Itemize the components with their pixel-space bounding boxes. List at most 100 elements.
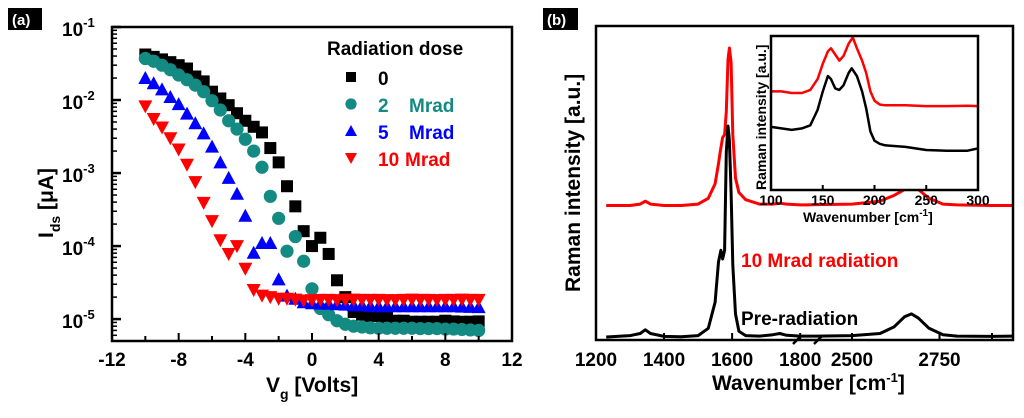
panel-a-y-tick-labels: 10-1 10-2 10-3 10-4 10-5	[62, 15, 95, 333]
data-point	[196, 126, 211, 140]
y-tick-label: 10-1	[62, 15, 95, 41]
x-tick-label: 1800	[779, 350, 821, 371]
panel-a-tag-bg	[8, 8, 42, 30]
legend-entry: 5 Mrad	[378, 123, 454, 144]
data-point	[213, 103, 227, 117]
x-title-sub: g	[280, 386, 289, 402]
legend-entry: 2 Mrad	[378, 96, 454, 117]
data-point	[221, 170, 236, 184]
data-point	[247, 144, 261, 158]
inset-spectra	[770, 36, 979, 152]
data-point	[155, 121, 169, 135]
data-point	[163, 90, 178, 104]
data-point	[272, 211, 286, 225]
inset-x-title-sup: -1	[919, 208, 928, 219]
x-tick-label: 2500	[831, 350, 873, 371]
inset-x-tick-label: 250	[915, 192, 939, 208]
legend-entry: 0	[378, 69, 389, 90]
data-point	[181, 62, 193, 75]
data-point	[263, 236, 278, 250]
legend-marker-triangle-up	[345, 125, 357, 136]
panel-b-inset: 100 150 200 250 300 Wavenumber [cm-1] Raman …	[753, 34, 990, 225]
data-point	[331, 274, 343, 287]
data-point	[305, 282, 319, 296]
x-tick-label: -12	[98, 350, 125, 371]
data-point	[264, 142, 277, 155]
data-point	[322, 247, 335, 260]
x-tick-label: 1600	[711, 350, 753, 371]
data-point	[205, 139, 219, 153]
axis-break-marks	[792, 335, 823, 345]
inset-x-tick-labels: 100 150 200 250 300	[759, 192, 990, 208]
x-tick-label: 12	[501, 350, 522, 371]
panel-a-y-axis-title: Ids [μA]	[35, 168, 63, 238]
x-tick-label: 1200	[575, 350, 617, 371]
data-point	[288, 229, 302, 244]
inset-x-tick-label: 150	[811, 192, 835, 208]
x-tick-label: -8	[170, 350, 187, 371]
data-point	[230, 186, 244, 200]
y-tick-label: 10-3	[62, 161, 95, 187]
panel-b-raman: (b) 1200 1400 1600 1800 2500 2750 Wavenumber …	[543, 8, 1015, 395]
break-mark	[813, 335, 823, 345]
panel-b-x-axis-title: Wavenumber [cm-1]	[712, 370, 905, 395]
annotation-10-mrad: 10 Mrad radiation	[741, 251, 898, 272]
legend-entry: 10 Mrad	[378, 150, 450, 171]
panel-a-x-axis-title: Vg [Volts]	[266, 374, 358, 402]
data-point	[247, 120, 260, 133]
data-point	[163, 132, 178, 146]
data-point	[196, 196, 211, 210]
data-point	[281, 180, 293, 193]
panel-b-tag-bg	[543, 8, 578, 30]
legend-title: Radiation dose	[327, 39, 463, 60]
data-point	[280, 244, 294, 258]
data-point	[146, 76, 161, 90]
y-tick-label: 10-2	[62, 88, 95, 114]
panel-a-ids-vs-vg: (a) -12 -8 -4 0 4 8 12 10-1 10-2 10-3 10-4 10-5 Vg…	[8, 8, 523, 402]
data-point	[188, 176, 203, 190]
data-point	[221, 247, 236, 261]
data-point	[188, 116, 203, 130]
legend-marker-circle	[345, 98, 357, 110]
legend-marker-triangle-down	[345, 153, 357, 164]
x-tick-label: 1400	[643, 350, 685, 371]
panel-a-tag: (a)	[12, 12, 30, 29]
data-point	[138, 100, 153, 114]
series-10-mrad	[138, 100, 486, 308]
data-point	[271, 272, 286, 286]
inset-x-tick-label: 200	[863, 192, 887, 208]
b-x-title-sup: -1	[886, 370, 898, 385]
x-tick-label: 4	[373, 350, 384, 371]
data-point	[297, 254, 311, 268]
data-point	[256, 126, 268, 139]
data-point	[472, 323, 486, 338]
data-point	[180, 106, 194, 120]
data-point	[289, 200, 302, 213]
data-point	[238, 262, 253, 276]
spectrum-pre-radiation	[606, 124, 1014, 339]
data-point	[197, 85, 211, 99]
data-point	[238, 132, 252, 146]
panel-a-x-tick-labels: -12 -8 -4 0 4 8 12	[98, 350, 522, 371]
data-point	[238, 208, 253, 222]
data-point	[246, 245, 261, 259]
data-point	[263, 189, 277, 203]
annotation-pre-radiation: Pre-radiation	[741, 309, 858, 330]
data-point	[222, 114, 236, 128]
inset-x-tick-label: 300	[966, 192, 990, 208]
data-point	[230, 240, 244, 254]
x-title-main: V	[266, 374, 280, 397]
break-mark	[792, 335, 802, 345]
x-tick-label: 2750	[918, 350, 960, 371]
x-tick-label: 0	[307, 350, 318, 371]
inset-spectrum-pre-radiation	[770, 67, 979, 152]
y-title-sub: ds	[47, 216, 63, 233]
inset-x-tick-label: 100	[759, 192, 783, 208]
data-point	[272, 156, 285, 169]
inset-ticks	[770, 185, 979, 190]
inset-y-axis-title: Raman intensity [a.u.]	[753, 45, 769, 190]
inset-spectrum-10-mrad-radiation	[771, 36, 979, 108]
panel-b-tag: (b)	[547, 12, 566, 29]
b-x-title-close: ]	[898, 372, 905, 395]
